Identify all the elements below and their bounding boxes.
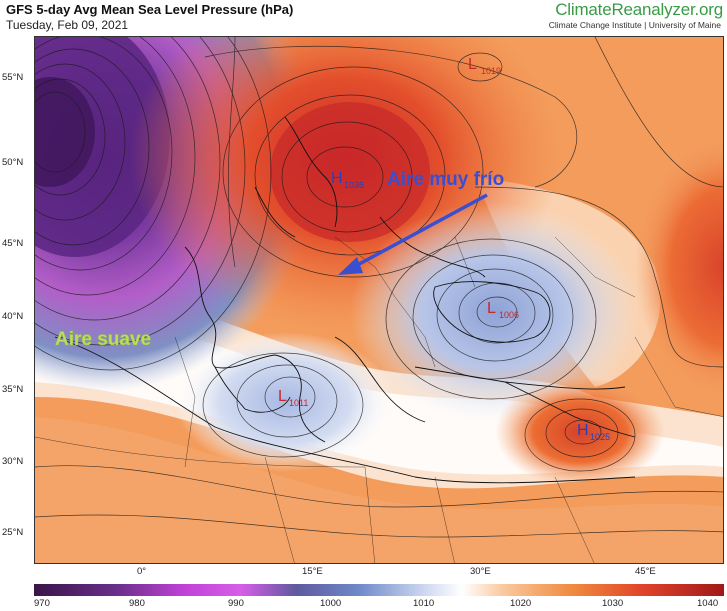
- colorbar-label: 970: [34, 598, 50, 609]
- lat-label: 50°N: [2, 157, 24, 168]
- lat-label: 25°N: [2, 527, 24, 538]
- lon-label: 0°: [137, 566, 147, 577]
- cold-air-arrow: [338, 193, 488, 275]
- colorbar-label: 1040: [697, 598, 719, 609]
- center-value: 1025: [590, 432, 610, 442]
- colorbar-label: 1000: [320, 598, 342, 609]
- pressure-center-h1025: H 1025: [577, 422, 610, 442]
- lon-label: 30°E: [470, 566, 491, 577]
- center-value: 1036: [344, 180, 364, 190]
- brand-name: ClimateReanalyzer: [555, 0, 695, 19]
- colorbar-label: 990: [228, 598, 244, 609]
- lon-label: 45°E: [635, 566, 656, 577]
- pressure-map[interactable]: L 1019 H 1036 L 1006 L 1011 H 1025 Aire …: [34, 36, 724, 564]
- pressure-center-l1019: L 1019: [468, 56, 501, 76]
- cold-air-label: Aire muy frío: [387, 169, 504, 190]
- center-letter: L: [468, 56, 477, 73]
- center-value: 1006: [499, 310, 519, 320]
- pressure-center-l1011: L 1011: [278, 388, 308, 408]
- pressure-center-l1006: L 1006: [487, 300, 519, 320]
- header-date: Tuesday, Feb 09, 2021: [6, 18, 129, 32]
- center-letter: L: [487, 300, 496, 317]
- lat-label: 45°N: [2, 238, 24, 249]
- colorbar-label: 1020: [510, 598, 532, 609]
- brand-tld: .org: [694, 0, 724, 19]
- brand-subtitle: Climate Change Institute | University of…: [548, 20, 721, 30]
- colorbar-label: 1010: [413, 598, 435, 609]
- header-title: GFS 5-day Avg Mean Sea Level Pressure (h…: [6, 2, 294, 17]
- colorbar-label: 980: [129, 598, 145, 609]
- center-letter: H: [331, 170, 343, 187]
- center-value: 1019: [481, 66, 501, 76]
- lon-label: 15°E: [302, 566, 323, 577]
- lat-label: 55°N: [2, 72, 24, 83]
- lat-label: 35°N: [2, 384, 24, 395]
- center-letter: L: [278, 388, 287, 405]
- lat-label: 40°N: [2, 311, 24, 322]
- colorbar-label: 1030: [602, 598, 624, 609]
- center-value: 1011: [289, 398, 308, 408]
- mild-air-label: Aire suave: [55, 329, 151, 350]
- map-canvas: L 1019 H 1036 L 1006 L 1011 H 1025 Aire …: [35, 37, 723, 563]
- brand-logo[interactable]: ClimateReanalyzer.org: [555, 0, 723, 20]
- center-letter: H: [577, 422, 589, 439]
- pressure-center-h1036: H 1036: [331, 170, 364, 190]
- lat-label: 30°N: [2, 456, 24, 467]
- colorbar: [34, 584, 724, 596]
